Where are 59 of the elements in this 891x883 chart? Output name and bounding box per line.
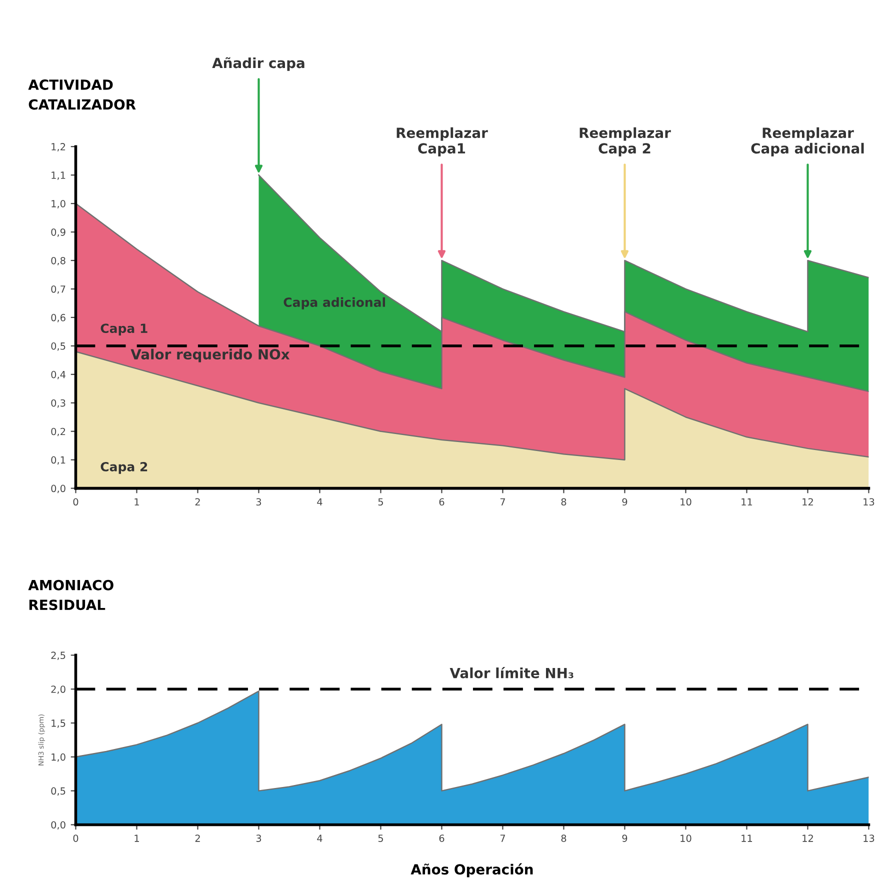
chart-title: AMONIACO RESIDUAL (28, 580, 114, 610)
x-tick-label: 5 (378, 498, 383, 506)
y-tick-label: 0,0 (51, 484, 66, 494)
x-tick-label: 11 (742, 834, 752, 842)
chart-title: ACTIVIDAD CATALIZADOR (28, 79, 136, 110)
x-tick-label: 11 (742, 498, 752, 506)
x-tick-label: 0 (73, 498, 78, 506)
x-tick-label: 8 (561, 498, 566, 506)
x-tick-label: 0 (73, 834, 78, 842)
y-tick-label: 0,5 (51, 787, 66, 796)
x-tick-label: 1 (134, 834, 139, 842)
annotation: Reemplazar Capa 2 (580, 127, 671, 156)
y-tick-label: 0,9 (51, 228, 66, 237)
y-tick-label: 0,2 (51, 428, 66, 436)
x-tick-label: 3 (256, 834, 262, 842)
x-tick-label: 7 (500, 834, 505, 842)
x-tick-label: 6 (439, 498, 444, 506)
series-label: Capa 1 (100, 324, 148, 336)
x-tick-label: 7 (500, 498, 505, 506)
x-tick-label: 4 (317, 498, 322, 506)
ref-line-label: Valor requerido NOx (130, 348, 290, 362)
series-label: Capa 2 (100, 462, 148, 474)
y-tick-label: 0,0 (51, 821, 66, 830)
y-tick-label: 1,0 (52, 200, 66, 208)
y-tick-label: 0,1 (51, 456, 66, 465)
y-tick-label: 0,3 (51, 399, 66, 408)
y-tick-label: 1,1 (52, 172, 66, 180)
x-tick-label: 6 (439, 834, 444, 842)
y-tick-label: 0,8 (51, 256, 66, 266)
y-tick-label: 0,5 (51, 342, 66, 351)
y-tick-label: 1,5 (52, 720, 66, 728)
y-tick-label: 0,7 (51, 285, 66, 294)
y-tick-label: 2,0 (51, 686, 66, 694)
x-tick-label: 9 (622, 834, 628, 842)
x-tick-label: 12 (802, 834, 813, 842)
x-tick-label: 4 (317, 834, 322, 842)
x-tick-label: 10 (680, 498, 692, 506)
x-tick-label: 9 (622, 498, 628, 506)
annotation: Reemplazar Capa1 (396, 127, 488, 156)
x-tick-label: 3 (256, 498, 262, 506)
x-tick-label: 12 (802, 498, 813, 506)
series-label: Capa adicional (284, 297, 385, 310)
annotation: Reemplazar Capa adicional (751, 127, 864, 156)
x-tick-label: 10 (680, 834, 692, 842)
x-tick-label: 8 (561, 834, 566, 842)
x-tick-label: 13 (864, 498, 874, 506)
x-tick-label: 5 (378, 834, 383, 842)
y-tick-label: 0,4 (51, 370, 66, 380)
x-axis-title: Años Operación (410, 863, 533, 878)
y-tick-label: 1,2 (52, 143, 66, 152)
ref-line-label: Valor límite NH₃ (450, 666, 574, 678)
y-tick-label: 2,5 (51, 652, 66, 660)
annotation: Añadir capa (212, 57, 304, 71)
y-tick-label: 0,6 (51, 314, 66, 322)
x-tick-label: 1 (134, 498, 139, 506)
x-tick-label: 2 (195, 834, 200, 842)
x-tick-label: 13 (864, 834, 874, 842)
y-tick-label: 1,0 (52, 753, 66, 762)
x-tick-label: 2 (195, 498, 200, 506)
